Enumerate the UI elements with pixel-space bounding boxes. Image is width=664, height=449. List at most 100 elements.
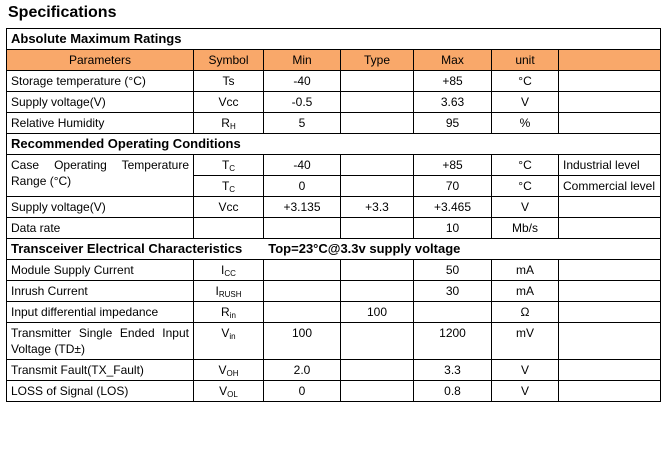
parameter: Inrush Current <box>6 280 194 302</box>
note <box>557 322 662 360</box>
data-row: LOSS of Signal (LOS) VOL 0 0.8 V <box>6 380 662 402</box>
symbol-subscript: C <box>229 164 236 173</box>
data-row: Case Operating Temperature Range (°C) TC -… <box>6 154 662 197</box>
note <box>557 280 662 302</box>
symbol: I <box>215 284 219 298</box>
parameter: Relative Humidity <box>6 112 194 134</box>
max: 10 <box>413 217 492 239</box>
max: 50 <box>413 259 492 281</box>
note <box>557 217 662 239</box>
symbol: T <box>221 179 230 193</box>
min: 100 <box>263 322 341 360</box>
data-row: Supply voltage(V) Vcc -0.5 3.63 V <box>6 91 662 113</box>
header-cell: Max <box>413 49 492 71</box>
symbol <box>193 217 264 239</box>
min: 0 <box>263 380 341 402</box>
symbol-subscript: C <box>229 185 236 194</box>
symbol: TC <box>193 154 264 176</box>
type <box>340 70 414 92</box>
unit: °C <box>491 70 559 92</box>
parameter: Data rate <box>6 217 194 239</box>
unit: °C <box>491 154 559 176</box>
symbol: Vcc <box>193 91 264 113</box>
note <box>557 301 662 323</box>
symbol: Rin <box>193 301 264 323</box>
unit: V <box>491 380 559 402</box>
max: 3.3 <box>413 359 492 381</box>
min: 0 <box>263 175 341 197</box>
table-body: Absolute Maximum Ratings Parameters Symbol… <box>5 28 662 402</box>
unit: mV <box>491 322 559 360</box>
min <box>263 217 341 239</box>
unit: % <box>491 112 559 134</box>
min <box>263 280 341 302</box>
unit: Mb/s <box>491 217 559 239</box>
symbol: VOH <box>193 359 264 381</box>
min: -40 <box>263 70 341 92</box>
header-cell <box>557 49 662 71</box>
symbol-subscript: H <box>229 122 236 131</box>
type <box>340 154 414 176</box>
header-cell: Min <box>263 49 341 71</box>
max <box>413 301 492 323</box>
max: +85 <box>413 70 492 92</box>
max: 3.63 <box>413 91 492 113</box>
symbol: RH <box>193 112 264 134</box>
section-row: Recommended Operating Conditions <box>5 133 662 155</box>
symbol: I <box>221 263 225 277</box>
data-row: Relative Humidity RH 5 95% <box>6 112 662 134</box>
section-title: Absolute Maximum Ratings <box>11 31 182 46</box>
parameter: Case Operating Temperature Range (°C) <box>6 154 194 197</box>
spec-table: Absolute Maximum Ratings Parameters Symbol… <box>5 28 662 402</box>
max: 95 <box>413 112 492 134</box>
data-row: Storage temperature (°C) Ts -40 +85 °C <box>6 70 662 92</box>
unit: mA <box>491 280 559 302</box>
header-cell: Symbol <box>193 49 264 71</box>
symbol-subscript: in <box>229 311 236 320</box>
parameter: LOSS of Signal (LOS) <box>6 380 194 402</box>
type <box>340 359 414 381</box>
parameter: Transmitter Single Ended Input Voltage (… <box>6 322 194 360</box>
unit: V <box>491 196 559 218</box>
type <box>340 217 414 239</box>
parameter: Supply voltage(V) <box>6 196 194 218</box>
note <box>557 259 662 281</box>
symbol: Ts <box>193 70 264 92</box>
note <box>557 380 662 402</box>
symbol: V <box>218 363 227 377</box>
parameter: Module Supply Current <box>6 259 194 281</box>
parameter: Transmit Fault(TX_Fault) <box>6 359 194 381</box>
min: +3.135 <box>263 196 341 218</box>
max: +3.465 <box>413 196 492 218</box>
note <box>557 70 662 92</box>
min <box>263 259 341 281</box>
max: +85 <box>413 154 492 176</box>
type: +3.3 <box>340 196 414 218</box>
min <box>263 301 341 323</box>
header-cell: Parameters <box>6 49 194 71</box>
type <box>340 91 414 113</box>
section-cell: Absolute Maximum Ratings <box>5 28 662 50</box>
note <box>557 359 662 381</box>
data-row: Transmitter Single Ended Input Voltage (… <box>6 322 662 360</box>
min: 5 <box>263 112 341 134</box>
type <box>340 259 414 281</box>
unit: °C <box>491 175 559 197</box>
unit: Ω <box>491 301 559 323</box>
data-row: Data rate 10 Mb/s <box>6 217 662 239</box>
symbol: V <box>219 384 228 398</box>
section-cell: Recommended Operating Conditions <box>5 133 662 155</box>
symbol: VOL <box>193 380 264 402</box>
section-row: Absolute Maximum Ratings <box>5 28 662 50</box>
type <box>340 280 414 302</box>
symbol: ICC <box>193 259 264 281</box>
symbol: Vcc <box>193 196 264 218</box>
type: 100 <box>340 301 414 323</box>
section-title: Transceiver Electrical Characteristics <box>11 241 243 256</box>
data-row: Input differential impedance Rin 100 Ω <box>6 301 662 323</box>
min: 2.0 <box>263 359 341 381</box>
note: Commercial level <box>557 175 662 197</box>
note <box>557 91 662 113</box>
symbol: Vin <box>193 322 264 360</box>
page-title: Specifications <box>8 4 117 21</box>
